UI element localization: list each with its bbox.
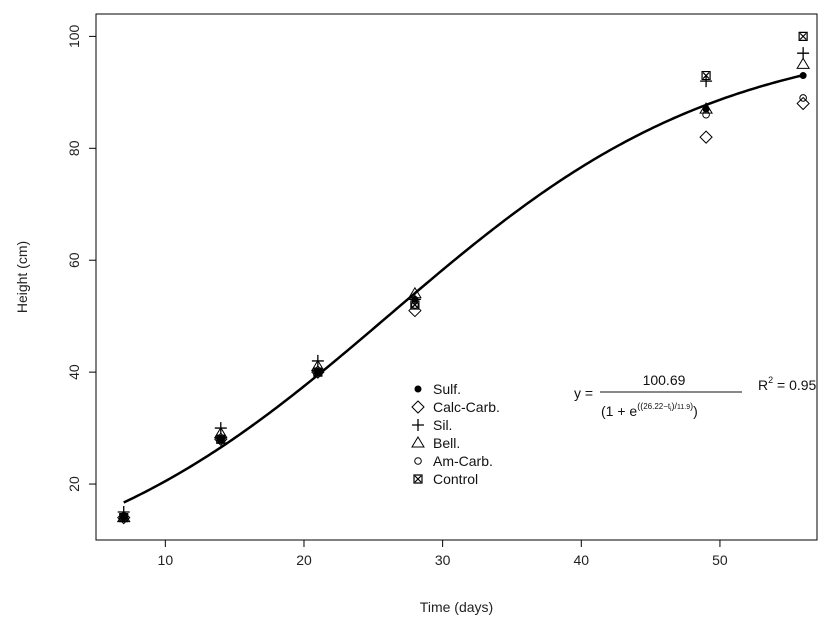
fit-equation: y = 100.69 (1 + e((26.22−ti)/11.9)) R2 =… [574, 372, 817, 419]
point-boxed-x [701, 70, 711, 81]
legend-label: Bell. [433, 435, 460, 451]
data-points [116, 31, 811, 525]
point-plus [408, 293, 421, 306]
legend-marker-diamond [411, 400, 425, 414]
y-tick-label: 80 [66, 140, 82, 156]
y-axis-title: Height (cm) [14, 241, 30, 313]
y-axis-ticks: 20 40 60 80 100 [66, 24, 96, 492]
point-filled-circle [702, 105, 710, 113]
legend-label: Sulf. [433, 381, 461, 397]
y-tick-label: 60 [66, 252, 82, 268]
point-diamond [699, 130, 713, 144]
plot-frame [95, 13, 818, 541]
series-boxed-x [119, 31, 808, 523]
point-open-circle [216, 435, 225, 444]
point-open-circle [799, 94, 807, 102]
point-open-circle [702, 110, 710, 119]
point-plus [797, 47, 810, 60]
x-tick-label: 20 [296, 552, 312, 568]
legend-label: Control [433, 471, 478, 487]
legend-marker-open-circle [414, 457, 422, 465]
x-tick-label: 40 [573, 552, 589, 568]
x-axis-title: Time (days) [420, 599, 493, 615]
legend-marker-plus [412, 419, 424, 431]
y-tick-label: 100 [66, 24, 82, 48]
legend-marker-boxed-x [413, 474, 423, 484]
point-boxed-x [798, 31, 808, 41]
legend-label: Am-Carb. [433, 453, 493, 469]
legend-marker-triangle [411, 436, 425, 448]
y-tick-label: 20 [66, 476, 82, 492]
legend: Sulf. Calc-Carb. Sil. Bell. Am-Carb. Control [411, 381, 500, 487]
point-triangle [796, 57, 811, 69]
axes [95, 13, 818, 541]
point-boxed-x [313, 367, 323, 377]
equation-lhs: y = [574, 385, 593, 401]
legend-label: Calc-Carb. [433, 399, 500, 415]
point-open-circle [314, 368, 322, 376]
x-tick-label: 30 [435, 552, 451, 568]
point-triangle [408, 286, 422, 299]
point-plus [700, 75, 713, 88]
point-diamond [796, 96, 810, 111]
series-open-circle [119, 94, 807, 522]
legend-marker-filled-circle [414, 385, 422, 393]
point-triangle [310, 359, 325, 372]
equation-denominator: (1 + e((26.22−ti)/11.9)) [601, 401, 698, 419]
point-triangle [699, 102, 713, 114]
point-open-circle [411, 301, 419, 309]
x-tick-label: 50 [712, 552, 728, 568]
point-triangle [213, 426, 228, 439]
point-filled-circle [799, 72, 807, 80]
y-tick-label: 40 [66, 364, 82, 380]
x-tick-label: 10 [158, 552, 174, 568]
legend-label: Sil. [433, 417, 452, 433]
point-boxed-x [410, 300, 420, 310]
equation-numerator: 100.69 [643, 372, 686, 388]
point-open-circle [119, 513, 128, 522]
logistic-fit-curve [123, 73, 804, 504]
r-squared: R2 = 0.95 [758, 375, 817, 393]
point-boxed-x [216, 434, 226, 444]
point-boxed-x [119, 513, 129, 523]
x-axis-ticks: 10 20 30 40 50 [158, 540, 728, 568]
